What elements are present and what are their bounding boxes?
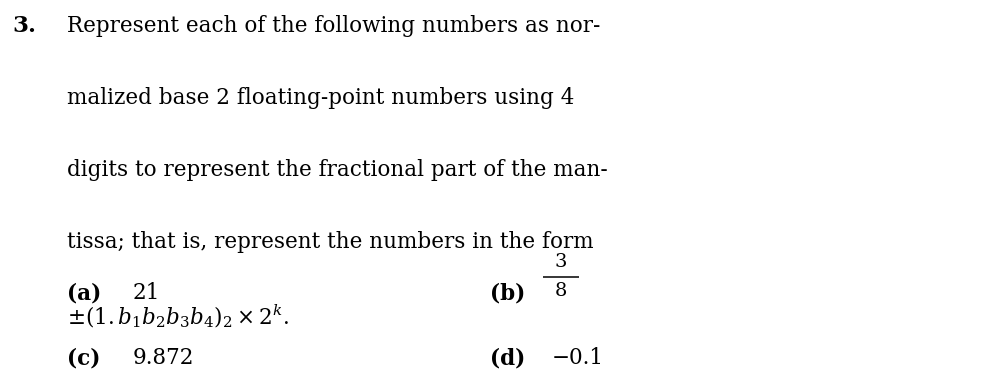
Text: (d): (d) <box>490 347 526 369</box>
Text: 3: 3 <box>555 253 567 271</box>
Text: (c): (c) <box>67 347 100 369</box>
Text: Represent each of the following numbers as nor-: Represent each of the following numbers … <box>67 15 600 37</box>
Text: 3.: 3. <box>13 15 36 37</box>
Text: (a): (a) <box>67 282 101 304</box>
Text: malized base 2 floating-point numbers using 4: malized base 2 floating-point numbers us… <box>67 87 574 109</box>
Text: (b): (b) <box>490 282 526 304</box>
Text: 8: 8 <box>555 282 567 300</box>
Text: $\pm(1.b_1b_2b_3b_4)_2 \times 2^k.$: $\pm(1.b_1b_2b_3b_4)_2 \times 2^k.$ <box>67 303 288 330</box>
Text: −0.1: −0.1 <box>551 347 603 369</box>
Text: 21: 21 <box>132 282 160 304</box>
Text: digits to represent the fractional part of the man-: digits to represent the fractional part … <box>67 159 607 181</box>
Text: 9.872: 9.872 <box>132 347 194 369</box>
Text: tissa; that is, represent the numbers in the form: tissa; that is, represent the numbers in… <box>67 231 594 253</box>
